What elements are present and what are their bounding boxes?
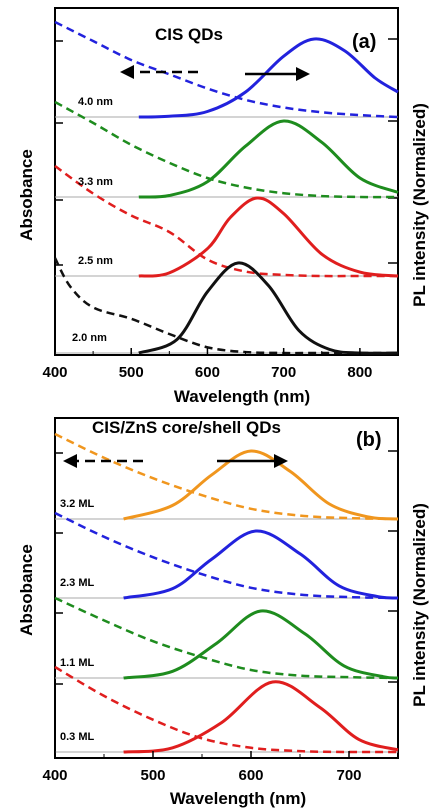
x-ticks-a: 400 500 600 700 800 bbox=[42, 348, 372, 381]
absorbance-arrow-a bbox=[120, 65, 198, 79]
series-label: 1.1 ML bbox=[60, 657, 95, 669]
x-tick-label: 500 bbox=[119, 364, 144, 381]
x-tick-label: 500 bbox=[140, 767, 165, 784]
plot-frame-b bbox=[54, 417, 399, 759]
curves-a bbox=[53, 20, 399, 355]
series-label: 3.3 nm bbox=[78, 176, 113, 188]
ylabel-right-a: PL intensity (Normalized) bbox=[410, 103, 429, 307]
pl-curve bbox=[138, 37, 399, 119]
absorbance-curve bbox=[54, 665, 399, 754]
panel-a: 400 500 600 700 800 4.0 nm 3.3 nm 2.5 nm 2.0 nm… bbox=[17, 7, 429, 406]
x-tick-label: 700 bbox=[336, 767, 361, 784]
panel-label-a: (a) bbox=[352, 31, 376, 53]
absorbance-curve bbox=[54, 20, 399, 119]
panel-b: 400 500 600 700 3.2 ML 2.3 ML 1.1 ML 0.3 ML CI… bbox=[17, 417, 429, 808]
pl-curve bbox=[138, 119, 399, 199]
pl-curve bbox=[123, 609, 399, 680]
x-tick-label: 400 bbox=[42, 767, 67, 784]
panel-label-b: (b) bbox=[356, 429, 382, 451]
x-tick-label: 800 bbox=[347, 364, 372, 381]
pl-curve bbox=[123, 529, 399, 600]
curves-b bbox=[54, 432, 399, 754]
x-ticks-b: 400 500 600 700 bbox=[42, 751, 362, 784]
series-label: 3.2 ML bbox=[60, 498, 95, 510]
series-label: 4.0 nm bbox=[78, 96, 113, 108]
size-labels-b: 3.2 ML 2.3 ML 1.1 ML 0.3 ML bbox=[60, 498, 95, 743]
absorbance-curve bbox=[54, 164, 398, 278]
absorbance-arrow-b bbox=[63, 454, 143, 468]
ylabel-left-b: Absobance bbox=[17, 544, 36, 636]
pl-arrow-a bbox=[245, 67, 310, 81]
xlabel-a: Wavelength (nm) bbox=[174, 387, 310, 406]
ylabel-right-b: PL intensity (Normalized) bbox=[410, 503, 429, 707]
title-a: CIS QDs bbox=[155, 25, 223, 44]
baseline-lines-b bbox=[55, 450, 398, 753]
pl-curve bbox=[138, 196, 399, 278]
pl-curve bbox=[123, 449, 399, 521]
absorbance-curve bbox=[54, 100, 399, 199]
x-tick-label: 600 bbox=[195, 364, 220, 381]
baseline-lines-a bbox=[55, 38, 398, 354]
series-label: 2.5 nm bbox=[78, 255, 113, 267]
absorbance-curve bbox=[54, 432, 399, 521]
size-labels-a: 4.0 nm 3.3 nm 2.5 nm 2.0 nm bbox=[72, 96, 113, 344]
series-label: 2.3 ML bbox=[60, 577, 95, 589]
x-tick-label: 600 bbox=[238, 767, 263, 784]
series-label: 0.3 ML bbox=[60, 731, 95, 743]
series-label: 2.0 nm bbox=[72, 332, 107, 344]
ylabel-left-a: Absobance bbox=[17, 149, 36, 241]
absorbance-curve bbox=[54, 596, 399, 680]
title-b: CIS/ZnS core/shell QDs bbox=[92, 418, 281, 437]
x-tick-label: 700 bbox=[271, 364, 296, 381]
plot-frame-a bbox=[54, 7, 399, 356]
absorbance-curve bbox=[54, 511, 399, 600]
x-tick-label: 400 bbox=[42, 364, 67, 381]
pl-arrow-b bbox=[217, 454, 288, 468]
xlabel-b: Wavelength (nm) bbox=[170, 789, 306, 808]
pl-curve bbox=[123, 680, 399, 754]
